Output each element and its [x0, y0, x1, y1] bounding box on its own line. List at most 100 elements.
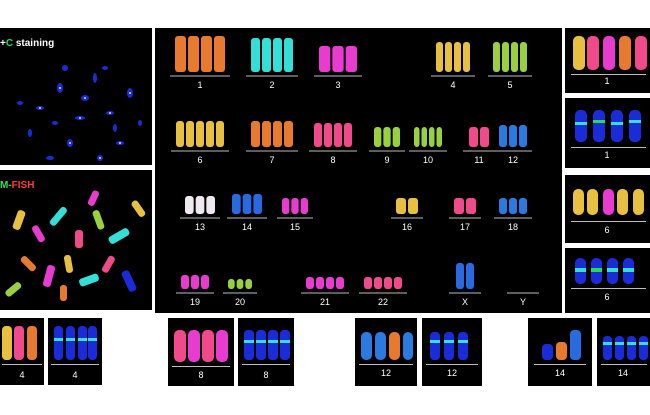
chromosome-19: [201, 275, 209, 289]
bottom-panel-14b-label: 14: [617, 368, 628, 378]
chromosome-19: [191, 275, 199, 289]
chromosome-7: [251, 121, 260, 147]
chromosome-4: [463, 42, 470, 72]
right-panel-1b: 1: [565, 98, 650, 168]
right-panel-6a-chromosomes: [573, 189, 644, 215]
chromosome-7: [262, 121, 271, 147]
chromosome-18: [499, 198, 507, 214]
bottom-panel-4b: 4: [48, 318, 102, 385]
chromosome-18: [509, 198, 517, 214]
chromosome-3: [332, 46, 344, 72]
mfish-title: M-FISH: [0, 180, 34, 191]
karyotype-chromosomes: [170, 36, 539, 294]
chromosome-12: [499, 125, 507, 147]
karyotype-label-18: 18: [507, 222, 518, 232]
mfish-title-m: M-: [0, 180, 12, 191]
chromosome-X: [466, 263, 474, 289]
bottom-panel-14a: 14: [528, 318, 592, 386]
bottom-panel-4a-label: 4: [19, 370, 25, 380]
chromosome-21: [336, 277, 344, 289]
karyotype-label-8: 8: [330, 155, 336, 165]
karyotype-label-5: 5: [507, 80, 513, 90]
right-panel-1a: 1: [565, 28, 650, 93]
right-panel-6b-label: 6: [604, 292, 610, 302]
karyotype-label-21: 21: [319, 297, 330, 307]
karyotype-label-9: 9: [384, 155, 390, 165]
karyotype-label-10: 10: [422, 155, 433, 165]
bottom-panel-12b-label: 12: [446, 368, 457, 378]
karyotype-label-1: 1: [197, 80, 203, 90]
karyotype-label-17: 17: [459, 222, 470, 232]
bottom-panel-4b-line: [51, 364, 99, 365]
chromosome-6: [216, 121, 224, 147]
chromosome-1: [188, 36, 199, 72]
bottom-panel-12a-chromosomes: [361, 332, 413, 360]
chromosome-4: [436, 42, 443, 72]
chromosome-9: [374, 127, 382, 147]
chromosome-15: [291, 198, 299, 214]
chromosome-13: [195, 196, 205, 214]
chromosome-20: [228, 279, 235, 289]
chromosome-20: [236, 279, 244, 289]
chromosome-12: [509, 125, 517, 147]
chromosome-4: [454, 42, 461, 72]
karyotype-label-12: 12: [507, 155, 518, 165]
bottom-panel-12a: 12: [355, 318, 417, 386]
right-panel-1a-chromosomes: [573, 36, 647, 70]
dapi-title-c: C: [5, 38, 14, 49]
chromosome-2: [284, 38, 293, 72]
dapi-spread-image: [17, 65, 142, 161]
chromosome-11: [480, 127, 489, 147]
chromosome-21: [316, 277, 324, 289]
chromosome-3: [345, 46, 357, 72]
chromosome-6: [196, 121, 204, 147]
bottom-panel-12b-line: [426, 364, 478, 365]
karyotype-label-15: 15: [289, 222, 300, 232]
bottom-panel-8b-label: 8: [263, 370, 269, 380]
chromosome-16: [408, 198, 418, 214]
bottom-panel-8a-label: 8: [198, 370, 204, 380]
right-panel-1b-label: 1: [604, 150, 610, 160]
chromosome-6: [206, 121, 214, 147]
bottom-panel-14b-chromosomes: [603, 336, 648, 360]
bottom-panel-8a-line: [172, 366, 230, 367]
bottom-panel-4a-chromosomes: [2, 326, 37, 360]
bottom-panel-8b-line: [242, 364, 290, 365]
chromosome-19: [181, 275, 189, 289]
bottom-panel-12b: 12: [422, 318, 482, 386]
bottom-panel-8b-chromosomes: [244, 330, 290, 360]
chromosome-4: [445, 42, 452, 72]
chromosome-22: [374, 277, 382, 289]
chromosome-15: [282, 198, 290, 214]
right-panel-1b-line: [571, 147, 646, 148]
dapi-title-prefix: +: [0, 38, 6, 49]
chromosome-11: [469, 127, 478, 147]
right-panel-1a-line: [571, 74, 646, 75]
right-panel-6a-label: 6: [604, 225, 610, 235]
karyotype-label-3: 3: [335, 80, 341, 90]
chromosome-3: [319, 46, 331, 72]
karyotype-label-6: 6: [197, 155, 203, 165]
chromosome-14: [232, 194, 241, 214]
bottom-panel-8a: 8: [168, 318, 234, 386]
karyotype-label-X: X: [461, 297, 468, 307]
mfish-spread-image: [5, 190, 146, 301]
karyotype-label-2: 2: [269, 80, 275, 90]
chromosome-14: [253, 194, 262, 214]
karyotype-label-19: 19: [189, 297, 200, 307]
bottom-panel-4b-chromosomes: [54, 326, 97, 360]
chromosome-22: [394, 277, 402, 289]
chromosome-21: [326, 277, 334, 289]
chromosome-7: [273, 121, 282, 147]
chromosome-8: [334, 123, 342, 147]
bottom-panel-14b: 14: [597, 318, 650, 386]
chromosome-10: [436, 127, 442, 147]
right-panel-6b-line: [571, 288, 646, 289]
karyotype-label-Y: Y: [519, 297, 526, 307]
right-panel-6a-line: [571, 221, 646, 222]
chromosome-2: [262, 38, 271, 72]
mfish-spread-panel: M-FISH: [0, 170, 152, 310]
karyotype-label-22: 22: [377, 297, 388, 307]
chromosome-17: [454, 198, 464, 214]
chromosome-8: [314, 123, 322, 147]
